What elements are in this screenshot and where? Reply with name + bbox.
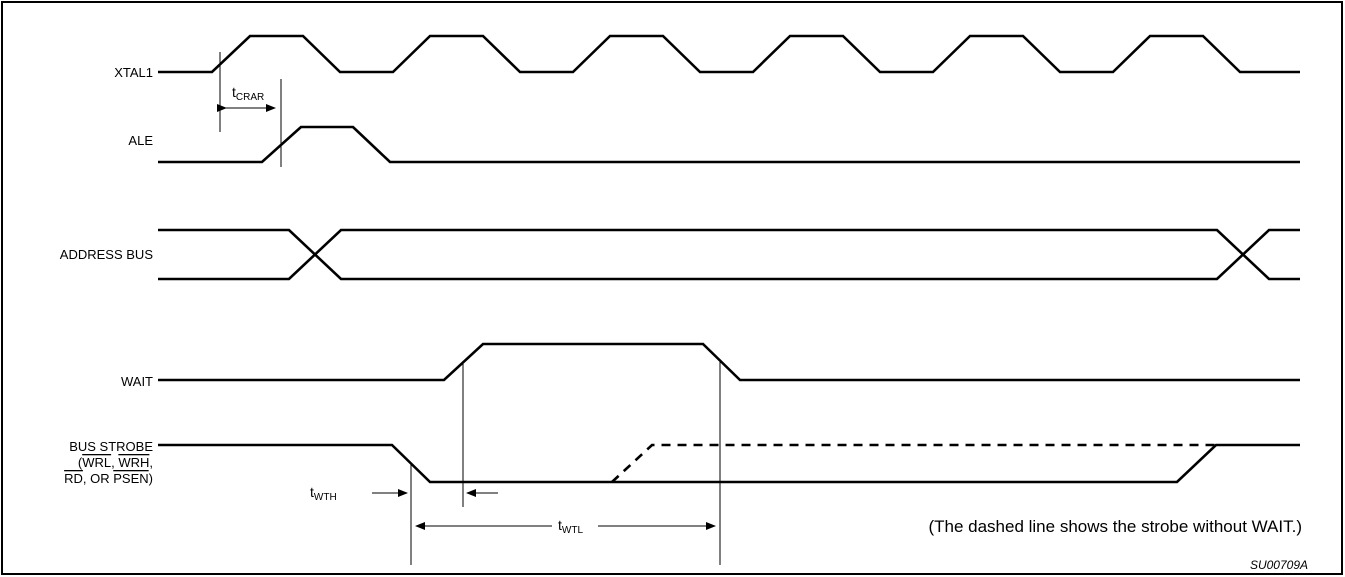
bus-strobe-label: BUS STROBE — [69, 439, 153, 454]
rd-signal: RD — [64, 471, 83, 486]
address-bus-label: ADDRESS BUS — [60, 247, 154, 262]
bus-strobe-label-line2: (WRL, WRH, — [78, 455, 153, 470]
xtal1-label: XTAL1 — [114, 65, 153, 80]
address-bus-lower-line — [158, 228, 1300, 281]
wrl-signal: WRL — [82, 455, 111, 470]
tcrar-label: tCRAR — [232, 84, 264, 103]
dashed-line-note: (The dashed line shows the strobe withou… — [928, 517, 1302, 536]
twth-label: tWTH — [310, 484, 337, 503]
psen-signal: PSEN — [113, 471, 148, 486]
twtl-label: tWTL — [558, 517, 583, 536]
bus-strobe-dashed-no-wait — [611, 443, 1216, 483]
wait-waveform — [158, 342, 1300, 382]
figure-code: SU00709A — [1250, 558, 1308, 572]
address-bus-upper-line — [158, 228, 1300, 281]
bus-strobe-label-line3: RD, OR PSEN) — [64, 471, 153, 486]
ale-label: ALE — [128, 133, 153, 148]
wrh-signal: WRH — [118, 455, 149, 470]
xtal1-waveform — [158, 34, 1300, 74]
ale-waveform — [158, 125, 1300, 164]
bus-strobe-waveform — [158, 443, 1300, 484]
wait-label: WAIT — [121, 374, 153, 389]
